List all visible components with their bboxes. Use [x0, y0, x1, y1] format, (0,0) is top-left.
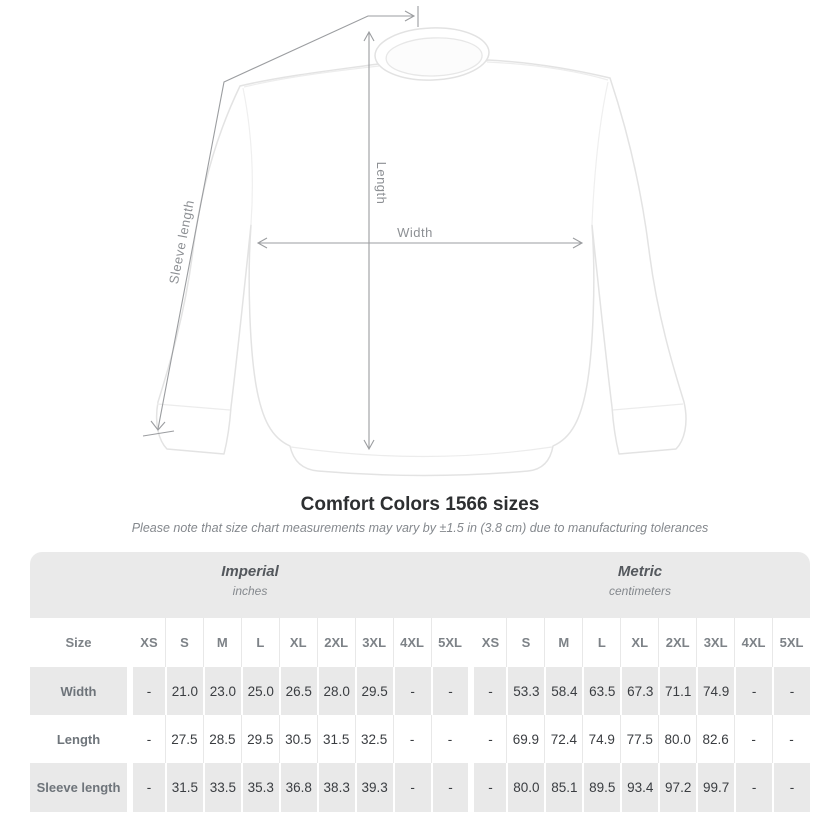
size-cell: 63.5 — [582, 667, 621, 715]
size-cell: 39.3 — [354, 763, 393, 812]
column-header: L — [582, 618, 620, 667]
size-cell: 23.0 — [202, 667, 241, 715]
size-cell: - — [430, 667, 469, 715]
column-header: M — [544, 618, 582, 667]
size-cell: 71.1 — [658, 667, 697, 715]
size-cell: 27.5 — [164, 715, 203, 763]
size-cell: - — [468, 715, 506, 763]
size-cell: 36.8 — [278, 763, 317, 812]
imperial-title: Imperial — [221, 563, 279, 580]
size-cell: - — [127, 667, 165, 715]
size-cell: 31.5 — [316, 715, 355, 763]
column-header: 4XL — [734, 618, 772, 667]
size-cell: 35.3 — [240, 763, 279, 812]
size-cell: - — [392, 763, 431, 812]
row-label: Length — [56, 731, 101, 747]
column-header: XL — [278, 618, 317, 667]
size-cell: 21.0 — [164, 667, 203, 715]
table-row-length: Length - 27.5 28.5 29.5 30.5 31.5 32.5 -… — [30, 715, 810, 763]
size-cell: 67.3 — [620, 667, 659, 715]
size-cell: 85.1 — [544, 763, 583, 812]
size-cell: - — [772, 715, 810, 763]
sweatshirt-diagram — [142, 6, 687, 477]
size-cell: - — [734, 667, 773, 715]
size-cell: 82.6 — [696, 715, 734, 763]
column-header: M — [202, 618, 241, 667]
size-cell: 58.4 — [544, 667, 583, 715]
column-header-row: Size XS S M L XL 2XL 3XL 4XL 5XL XS S M … — [30, 618, 810, 667]
column-header: XS — [127, 618, 165, 667]
size-cell: - — [772, 667, 810, 715]
page-title: Comfort Colors 1566 sizes — [300, 494, 540, 515]
table-row-width: Width - 21.0 23.0 25.0 26.5 28.0 29.5 - … — [30, 667, 810, 715]
imperial-section-header: Imperial inches — [30, 563, 470, 598]
size-cell: - — [734, 763, 773, 812]
column-header: XS — [468, 618, 506, 667]
column-header: 4XL — [392, 618, 431, 667]
column-header: 5XL — [430, 618, 469, 667]
metric-title: Metric — [617, 563, 663, 580]
size-table: Imperial inches Metric centimeters Size … — [30, 552, 810, 812]
sweatshirt-illustration — [155, 27, 687, 477]
column-header: 2XL — [658, 618, 696, 667]
metric-unit: centimeters — [608, 584, 672, 598]
size-cell: 29.5 — [354, 667, 393, 715]
size-cell: 69.9 — [506, 715, 544, 763]
measurement-lines — [142, 6, 584, 451]
row-label: Sleeve length — [30, 763, 127, 812]
size-cell: 29.5 — [240, 715, 279, 763]
size-cell: 99.7 — [696, 763, 735, 812]
length-line — [363, 30, 375, 451]
column-header: S — [164, 618, 203, 667]
size-cell: 26.5 — [278, 667, 317, 715]
size-cell: - — [127, 763, 165, 812]
size-cell: 80.0 — [506, 763, 545, 812]
size-cell: 33.5 — [202, 763, 241, 812]
size-cell: 31.5 — [164, 763, 203, 812]
size-cell: 89.5 — [582, 763, 621, 812]
size-cell: - — [468, 763, 507, 812]
size-cell: 97.2 — [658, 763, 697, 812]
size-cell: - — [468, 667, 507, 715]
size-cell: 32.5 — [354, 715, 393, 763]
column-header: 5XL — [772, 618, 810, 667]
column-header: 2XL — [316, 618, 355, 667]
size-cell: - — [772, 763, 810, 812]
collar — [374, 27, 490, 81]
width-label: Width — [397, 225, 433, 240]
size-cell: - — [430, 763, 469, 812]
unit-header-band: Imperial inches Metric centimeters — [30, 552, 810, 618]
size-cell: - — [392, 715, 431, 763]
size-cell: 72.4 — [544, 715, 582, 763]
column-header: XL — [620, 618, 658, 667]
column-header: 3XL — [354, 618, 393, 667]
size-cell: 74.9 — [582, 715, 620, 763]
size-cell: - — [392, 667, 431, 715]
row-label: Width — [30, 667, 127, 715]
size-cell: 28.0 — [316, 667, 355, 715]
size-cell: 74.9 — [696, 667, 735, 715]
column-header: S — [506, 618, 544, 667]
size-cell: 77.5 — [620, 715, 658, 763]
size-cell: 38.3 — [316, 763, 355, 812]
size-cell: 53.3 — [506, 667, 545, 715]
imperial-unit: inches — [232, 584, 268, 598]
column-header: 3XL — [696, 618, 734, 667]
size-cell: 30.5 — [278, 715, 317, 763]
size-cell: 93.4 — [620, 763, 659, 812]
size-column-header: Size — [65, 635, 92, 650]
size-cell: - — [127, 715, 165, 763]
size-cell: - — [430, 715, 469, 763]
size-cell: 80.0 — [658, 715, 696, 763]
size-cell: 25.0 — [240, 667, 279, 715]
table-row-sleeve-length: Sleeve length - 31.5 33.5 35.3 36.8 38.3… — [30, 763, 810, 812]
size-cell: 28.5 — [202, 715, 241, 763]
width-line — [256, 237, 584, 249]
size-cell: - — [734, 715, 772, 763]
tolerance-note: Please note that size chart measurements… — [131, 521, 709, 535]
column-header: L — [240, 618, 279, 667]
metric-section-header: Metric centimeters — [470, 563, 810, 598]
sleeve-length-line — [142, 6, 419, 437]
